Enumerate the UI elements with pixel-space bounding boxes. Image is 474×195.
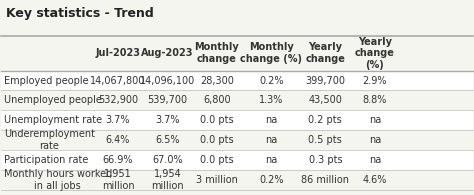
Text: 67.0%: 67.0%: [152, 155, 183, 165]
Text: 0.2%: 0.2%: [259, 75, 283, 85]
Text: 0.2%: 0.2%: [259, 175, 283, 185]
Text: Monthly
change: Monthly change: [195, 43, 239, 64]
Bar: [1, 36, 473, 71]
Text: Monthly
change (%): Monthly change (%): [240, 43, 302, 64]
Text: Participation rate: Participation rate: [4, 155, 88, 165]
Text: 1,954
million: 1,954 million: [151, 169, 184, 191]
Text: 3 million: 3 million: [196, 175, 238, 185]
Bar: [1, 71, 473, 90]
Bar: [1, 90, 473, 110]
Text: 4.6%: 4.6%: [363, 175, 387, 185]
Text: 1.3%: 1.3%: [259, 95, 283, 105]
Bar: [1, 130, 473, 150]
Text: Jul-2023: Jul-2023: [96, 48, 140, 58]
Text: 1,951
million: 1,951 million: [102, 169, 134, 191]
Text: 14,096,100: 14,096,100: [140, 75, 195, 85]
Text: 3.7%: 3.7%: [106, 115, 130, 125]
Text: 0.2 pts: 0.2 pts: [309, 115, 342, 125]
Text: 8.8%: 8.8%: [363, 95, 387, 105]
Text: Underemployment
rate: Underemployment rate: [4, 129, 95, 151]
Text: 6.4%: 6.4%: [106, 135, 130, 145]
Text: 0.5 pts: 0.5 pts: [309, 135, 342, 145]
Text: 0.3 pts: 0.3 pts: [309, 155, 342, 165]
Text: Yearly
change: Yearly change: [305, 43, 345, 64]
Text: Employed people: Employed people: [4, 75, 88, 85]
Text: 86 million: 86 million: [301, 175, 349, 185]
Text: 3.7%: 3.7%: [155, 115, 180, 125]
Text: Yearly
change
(%): Yearly change (%): [355, 37, 395, 70]
Text: na: na: [265, 135, 277, 145]
Text: 0.0 pts: 0.0 pts: [200, 135, 234, 145]
Text: 66.9%: 66.9%: [103, 155, 133, 165]
Text: na: na: [265, 155, 277, 165]
Text: na: na: [369, 155, 381, 165]
Text: Aug-2023: Aug-2023: [141, 48, 194, 58]
Text: 14,067,800: 14,067,800: [91, 75, 146, 85]
Bar: [1, 110, 473, 130]
Text: na: na: [369, 135, 381, 145]
Text: Unemployed people: Unemployed people: [4, 95, 101, 105]
Text: 28,300: 28,300: [200, 75, 234, 85]
Text: 0.0 pts: 0.0 pts: [200, 155, 234, 165]
Text: Monthly hours worked
in all jobs: Monthly hours worked in all jobs: [4, 169, 112, 191]
Text: Unemployment rate: Unemployment rate: [4, 115, 102, 125]
Text: 0.0 pts: 0.0 pts: [200, 115, 234, 125]
Text: 532,900: 532,900: [98, 95, 138, 105]
Text: 43,500: 43,500: [309, 95, 342, 105]
Bar: [1, 170, 473, 190]
Text: na: na: [369, 115, 381, 125]
Text: Key statistics - Trend: Key statistics - Trend: [6, 7, 154, 20]
Text: 2.9%: 2.9%: [363, 75, 387, 85]
Text: 399,700: 399,700: [305, 75, 346, 85]
Text: 6.5%: 6.5%: [155, 135, 180, 145]
Text: 6,800: 6,800: [203, 95, 231, 105]
Text: na: na: [265, 115, 277, 125]
Bar: [1, 150, 473, 170]
Text: 539,700: 539,700: [147, 95, 188, 105]
